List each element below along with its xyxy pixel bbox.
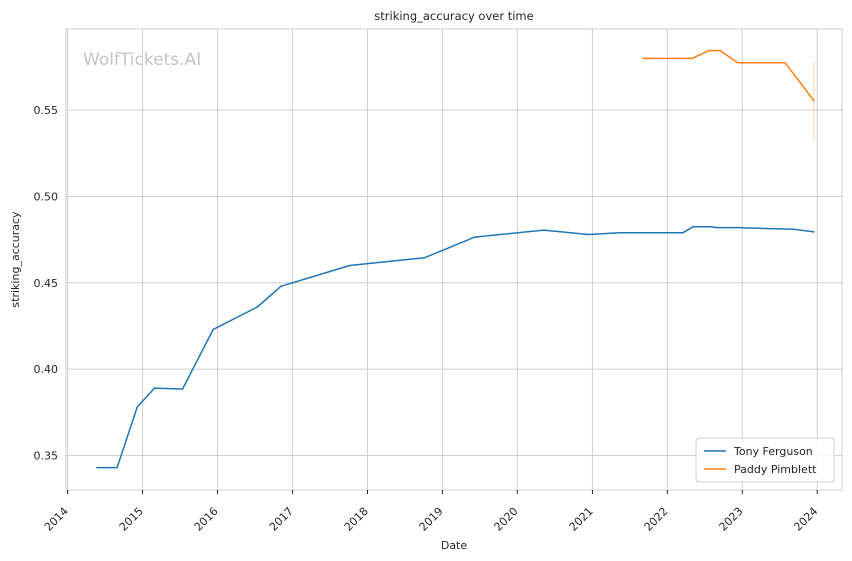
data-point <box>280 285 282 288</box>
data-point <box>719 49 721 52</box>
data-point <box>682 231 684 234</box>
data-point <box>116 466 118 469</box>
data-point <box>542 229 545 231</box>
data-point <box>474 236 476 238</box>
y-axis-title: striking_accuracy <box>9 211 22 308</box>
y-tick-label: 0.50 <box>34 190 59 203</box>
data-point <box>181 388 184 390</box>
data-point <box>642 57 644 60</box>
y-tick-labels: 0.35 0.40 0.45 0.50 0.55 <box>34 104 59 462</box>
data-point <box>349 264 351 267</box>
series-line-paddy-pimblett <box>642 49 815 102</box>
data-point <box>708 49 710 52</box>
data-point <box>619 231 621 234</box>
data-point <box>691 57 693 60</box>
plot-frame <box>65 28 843 491</box>
legend-label: Paddy Pimblett <box>734 463 817 476</box>
data-point <box>716 226 718 229</box>
data-point <box>587 233 590 236</box>
y-tick-label: 0.40 <box>34 363 59 376</box>
data-point <box>784 61 786 64</box>
data-point <box>736 61 739 64</box>
legend: Tony Ferguson Paddy Pimblett <box>695 437 835 483</box>
y-tick-label: 0.35 <box>34 449 59 462</box>
data-point <box>813 231 815 233</box>
legend-label: Tony Ferguson <box>733 445 813 458</box>
data-point <box>256 306 259 308</box>
y-tick-label: 0.55 <box>34 104 59 117</box>
data-point <box>136 406 139 408</box>
series-layer <box>96 49 815 469</box>
data-point <box>736 226 739 229</box>
watermark: WolfTickets.AI <box>83 50 201 70</box>
data-point <box>153 387 156 389</box>
data-point <box>813 99 815 102</box>
x-axis-title: Date <box>441 539 468 552</box>
data-point <box>792 228 795 231</box>
y-tick-label: 0.45 <box>34 277 59 290</box>
data-point <box>423 256 426 259</box>
data-point <box>692 225 695 228</box>
grid <box>66 29 842 490</box>
chart-title: striking_accuracy over time <box>374 9 533 23</box>
data-point <box>212 328 214 331</box>
data-point <box>678 57 680 60</box>
data-point <box>96 466 98 469</box>
legend-box <box>695 437 835 483</box>
data-point <box>709 225 712 228</box>
